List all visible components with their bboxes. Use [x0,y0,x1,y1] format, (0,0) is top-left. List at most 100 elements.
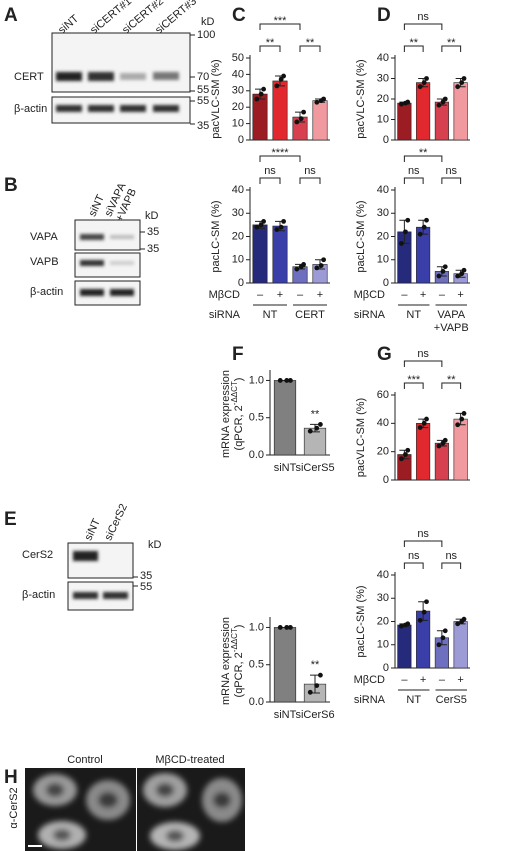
y-axis-label: -ΔΔCT [230,381,239,405]
significance: ns [264,165,276,177]
treatment-label: – [257,289,264,301]
protein-label: β-actin [30,286,63,298]
data-point [314,99,320,105]
y-axis-label: (qPCR, 2-ΔΔCT) [230,625,245,698]
lane-label: siCerS2 [102,502,129,543]
y-tick-label: 10 [377,639,389,651]
treatment-axis-label: MβCD [209,289,240,301]
group-label: CERT [295,309,325,321]
treatment-label: + [457,289,463,301]
y-tick-label: 30 [377,207,389,219]
significance-bracket [441,382,462,389]
marker: 35 [140,570,152,582]
data-point [318,672,323,678]
significance: ** [311,659,320,671]
data-point [314,425,320,431]
data-point [417,617,423,623]
significance: ns [417,528,429,540]
microscopy: Control MβCD-treated α-CerS2 [8,754,245,851]
treatment-label: – [297,289,304,301]
blot-e: siNT siCerS2 kD 35 55 CerS2 β-actin [22,502,162,611]
panel-letter: A [4,5,18,26]
bar [453,82,468,141]
treatment-axis-label: MβCD [354,674,385,686]
data-point [455,621,461,627]
data-point [421,420,427,426]
treatment-label: + [457,674,463,686]
significance: *** [407,374,421,386]
y-tick-label: 40 [377,569,389,581]
y-tick-label: 20 [377,615,389,627]
group-label: NT [406,309,421,321]
marker: 70 [197,71,209,83]
significance: ** [266,37,275,49]
bands [73,551,128,599]
kd-label: kD [201,16,215,28]
bar [416,82,431,141]
data-point [294,266,300,272]
treatment-label: + [420,674,426,686]
data-point [424,217,429,223]
bar [434,442,449,481]
data-point [461,616,467,622]
y-tick-label: 30 [377,592,389,604]
data-point [455,422,461,428]
panel-letter: G [377,344,392,365]
data-point [421,609,427,615]
group-label: +VAPB [434,322,469,334]
data-point [442,264,448,270]
significance-bracket [441,45,462,52]
marker: 100 [197,29,215,41]
panel-letter: D [377,5,391,26]
significance-bracket [259,45,281,52]
bar [272,80,288,141]
data-point [281,218,286,224]
y-tick-label: 40 [377,52,389,64]
x-tick-label: siCerS6 [295,709,334,721]
y-tick-label: 0.0 [249,449,264,461]
significance-bracket [403,540,443,547]
y-axis-label: (qPCR, 2 [233,405,245,450]
y-tick-label: 20 [377,230,389,242]
data-point [318,263,324,268]
data-point [459,271,465,277]
data-point [424,76,429,81]
significance-bracket [259,155,301,162]
significance-bracket [403,155,443,162]
data-point [405,447,411,453]
data-point [278,76,284,82]
data-point [417,425,423,430]
protein-label: VAPA [30,231,58,243]
y-tick-label: 30 [232,207,244,219]
data-point [436,642,442,648]
panel-letter: H [4,767,18,788]
marker: 35 [197,120,209,132]
bar [397,102,412,141]
y-tick-label: 40 [232,68,244,80]
y-tick-label: 10 [232,118,244,130]
data-point [254,224,260,230]
panel-letter: B [4,175,18,196]
significance: ns [408,550,420,562]
significance-bracket [403,23,443,30]
significance-bracket [403,177,424,184]
marker: 35 [147,226,159,238]
data-point [294,119,300,125]
y-tick-label: 0.5 [249,659,264,671]
y-tick-label: 10 [377,254,389,266]
group-label: NT [406,694,421,706]
significance-bracket [441,562,462,569]
group-label: VAPA [437,309,465,321]
data-point [277,625,283,630]
y-tick-label: 50 [232,52,244,64]
data-point [274,227,280,232]
data-point [318,422,323,427]
data-point [405,99,411,105]
data-point [417,231,423,237]
data-point [455,84,461,90]
data-point [405,621,411,627]
data-point [301,262,306,267]
significance: ** [306,37,315,49]
data-point [461,411,467,416]
